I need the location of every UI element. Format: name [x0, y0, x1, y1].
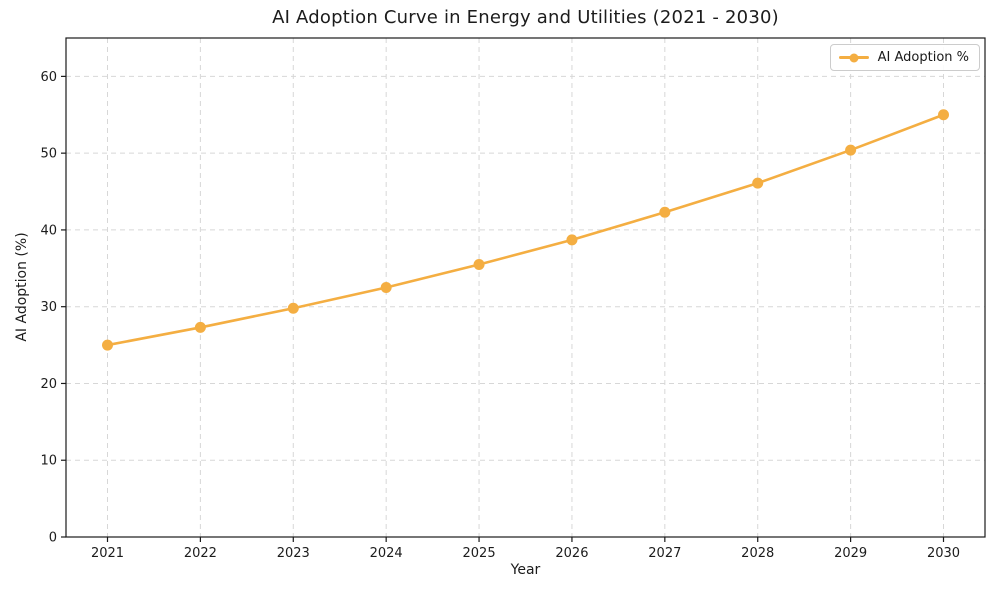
- x-tick-label: 2022: [184, 546, 217, 561]
- x-tick-label: 2024: [370, 546, 403, 561]
- data-point: [380, 282, 392, 293]
- data-point: [752, 177, 764, 189]
- legend: AI Adoption %: [829, 44, 980, 71]
- legend-line-marker-icon: [838, 52, 869, 63]
- series-line: [106, 113, 945, 347]
- y-tick-label: 30: [40, 300, 57, 315]
- data-point: [938, 109, 949, 121]
- y-tick-label: 0: [49, 531, 57, 546]
- x-tick-label: 2023: [277, 546, 310, 561]
- data-point: [287, 302, 299, 314]
- data-point: [102, 339, 113, 351]
- y-tick-label: 40: [40, 223, 57, 238]
- legend-dot-icon: [849, 53, 859, 62]
- data-point: [845, 144, 857, 156]
- axes-spines: [65, 37, 986, 538]
- legend-label: AI Adoption %: [877, 50, 969, 65]
- data-point: [194, 321, 206, 333]
- x-tick-label: 2025: [463, 546, 496, 561]
- x-axis-label: Year: [510, 562, 541, 578]
- x-tick-label: 2021: [91, 546, 124, 561]
- y-tick-label: 10: [40, 454, 57, 469]
- x-tick-label: 2029: [834, 546, 867, 561]
- x-tick-label: 2028: [741, 546, 774, 561]
- x-tick-label: 2030: [927, 546, 960, 561]
- y-tick-label: 60: [40, 70, 57, 85]
- data-point: [473, 258, 485, 270]
- x-tick-label: 2027: [648, 546, 681, 561]
- chart-title: AI Adoption Curve in Energy and Utilitie…: [272, 7, 779, 28]
- y-tick-label: 50: [40, 147, 57, 162]
- x-tick-label: 2026: [555, 546, 588, 561]
- data-point: [566, 234, 578, 246]
- y-tick-label: 20: [40, 377, 57, 392]
- y-axis-label: AI Adoption (%): [14, 232, 30, 342]
- data-point: [659, 206, 671, 218]
